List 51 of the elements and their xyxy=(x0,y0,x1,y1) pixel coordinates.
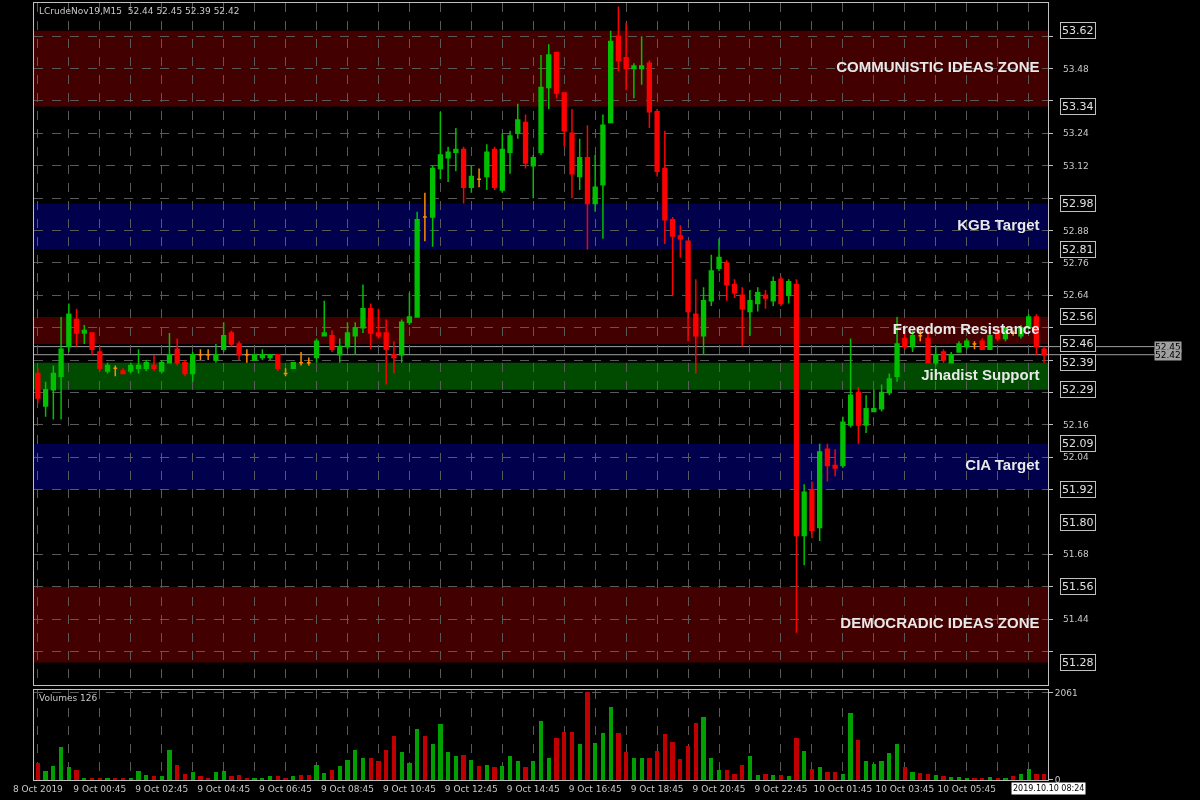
x-tick-label: 9 Oct 12:45 xyxy=(444,783,498,794)
y-tick-label: 52.46 xyxy=(1062,337,1094,350)
band-label: DEMOCRADIC IDEAS ZONE xyxy=(840,614,1040,632)
y-tick-label: 51.68 xyxy=(1063,549,1090,559)
y-tick-label: 2061 xyxy=(1054,687,1078,698)
y-tick-label: 52.56 xyxy=(1062,310,1094,323)
x-tick-label: 9 Oct 18:45 xyxy=(630,783,684,794)
x-tick-label: 9 Oct 04:45 xyxy=(197,783,251,794)
x-tick-label: 9 Oct 22:45 xyxy=(754,783,808,794)
y-tick-label: 52.88 xyxy=(1063,226,1090,236)
x-tick-label: 9 Oct 14:45 xyxy=(506,783,560,794)
y-tick-label: 0 xyxy=(1054,775,1061,786)
x-tick-label: 9 Oct 16:45 xyxy=(568,783,622,794)
y-tick-label: 53.62 xyxy=(1062,24,1094,37)
ref-line-label: 52.45 xyxy=(1155,342,1181,352)
y-tick-label: 52.39 xyxy=(1062,356,1094,369)
chart-title: Volumes 126 xyxy=(39,693,98,703)
y-tick-label: 51.56 xyxy=(1062,580,1094,593)
band-label: Jihadist Support xyxy=(921,366,1040,384)
y-tick-label: 52.16 xyxy=(1063,420,1090,430)
y-tick-label: 53.12 xyxy=(1063,161,1089,171)
x-tick-label: 9 Oct 08:45 xyxy=(321,783,374,794)
band-label: KGB Target xyxy=(957,216,1040,234)
y-tick-label: 52.09 xyxy=(1062,437,1094,450)
x-tick-label: 10 Oct 03:45 xyxy=(875,783,935,794)
x-tick-label: 8 Oct 2019 xyxy=(12,783,64,794)
y-tick-label: 51.28 xyxy=(1062,656,1094,669)
y-tick-label: 52.29 xyxy=(1062,383,1094,396)
x-tick-label: 9 Oct 20:45 xyxy=(692,783,746,794)
y-tick-label: 52.04 xyxy=(1063,452,1090,462)
x-tick-label: 9 Oct 06:45 xyxy=(259,783,313,794)
y-tick-label: 53.34 xyxy=(1062,100,1094,113)
y-tick-label: 52.76 xyxy=(1063,258,1090,268)
text: 2019.10.10 08:24 xyxy=(1013,784,1085,793)
x-tick-label: 9 Oct 10:45 xyxy=(382,783,436,794)
ref-line-label: 52.42 xyxy=(1155,350,1181,360)
y-tick-label: 51.44 xyxy=(1063,614,1090,624)
x-tick-label: 9 Oct 02:45 xyxy=(135,783,189,794)
band-label: COMMUNISTIC IDEAS ZONE xyxy=(836,58,1040,76)
band-label: CIA Target xyxy=(965,456,1040,474)
y-tick-label: 53.24 xyxy=(1063,128,1090,138)
y-tick-label: 51.92 xyxy=(1062,483,1094,496)
chart-title: LCrudeNov19,M15 52.44 52.45 52.39 52.42 xyxy=(39,6,240,16)
y-tick-label: 52.81 xyxy=(1062,243,1094,256)
y-tick-label: 52.64 xyxy=(1063,290,1090,300)
y-tick-label: 51.80 xyxy=(1062,516,1094,529)
y-tick-label: 52.98 xyxy=(1062,197,1094,210)
y-tick-label: 53.48 xyxy=(1063,64,1090,74)
x-tick-label: 9 Oct 00:45 xyxy=(73,783,127,794)
x-tick-label: 10 Oct 01:45 xyxy=(813,783,873,794)
x-tick-label: 10 Oct 05:45 xyxy=(937,783,997,794)
